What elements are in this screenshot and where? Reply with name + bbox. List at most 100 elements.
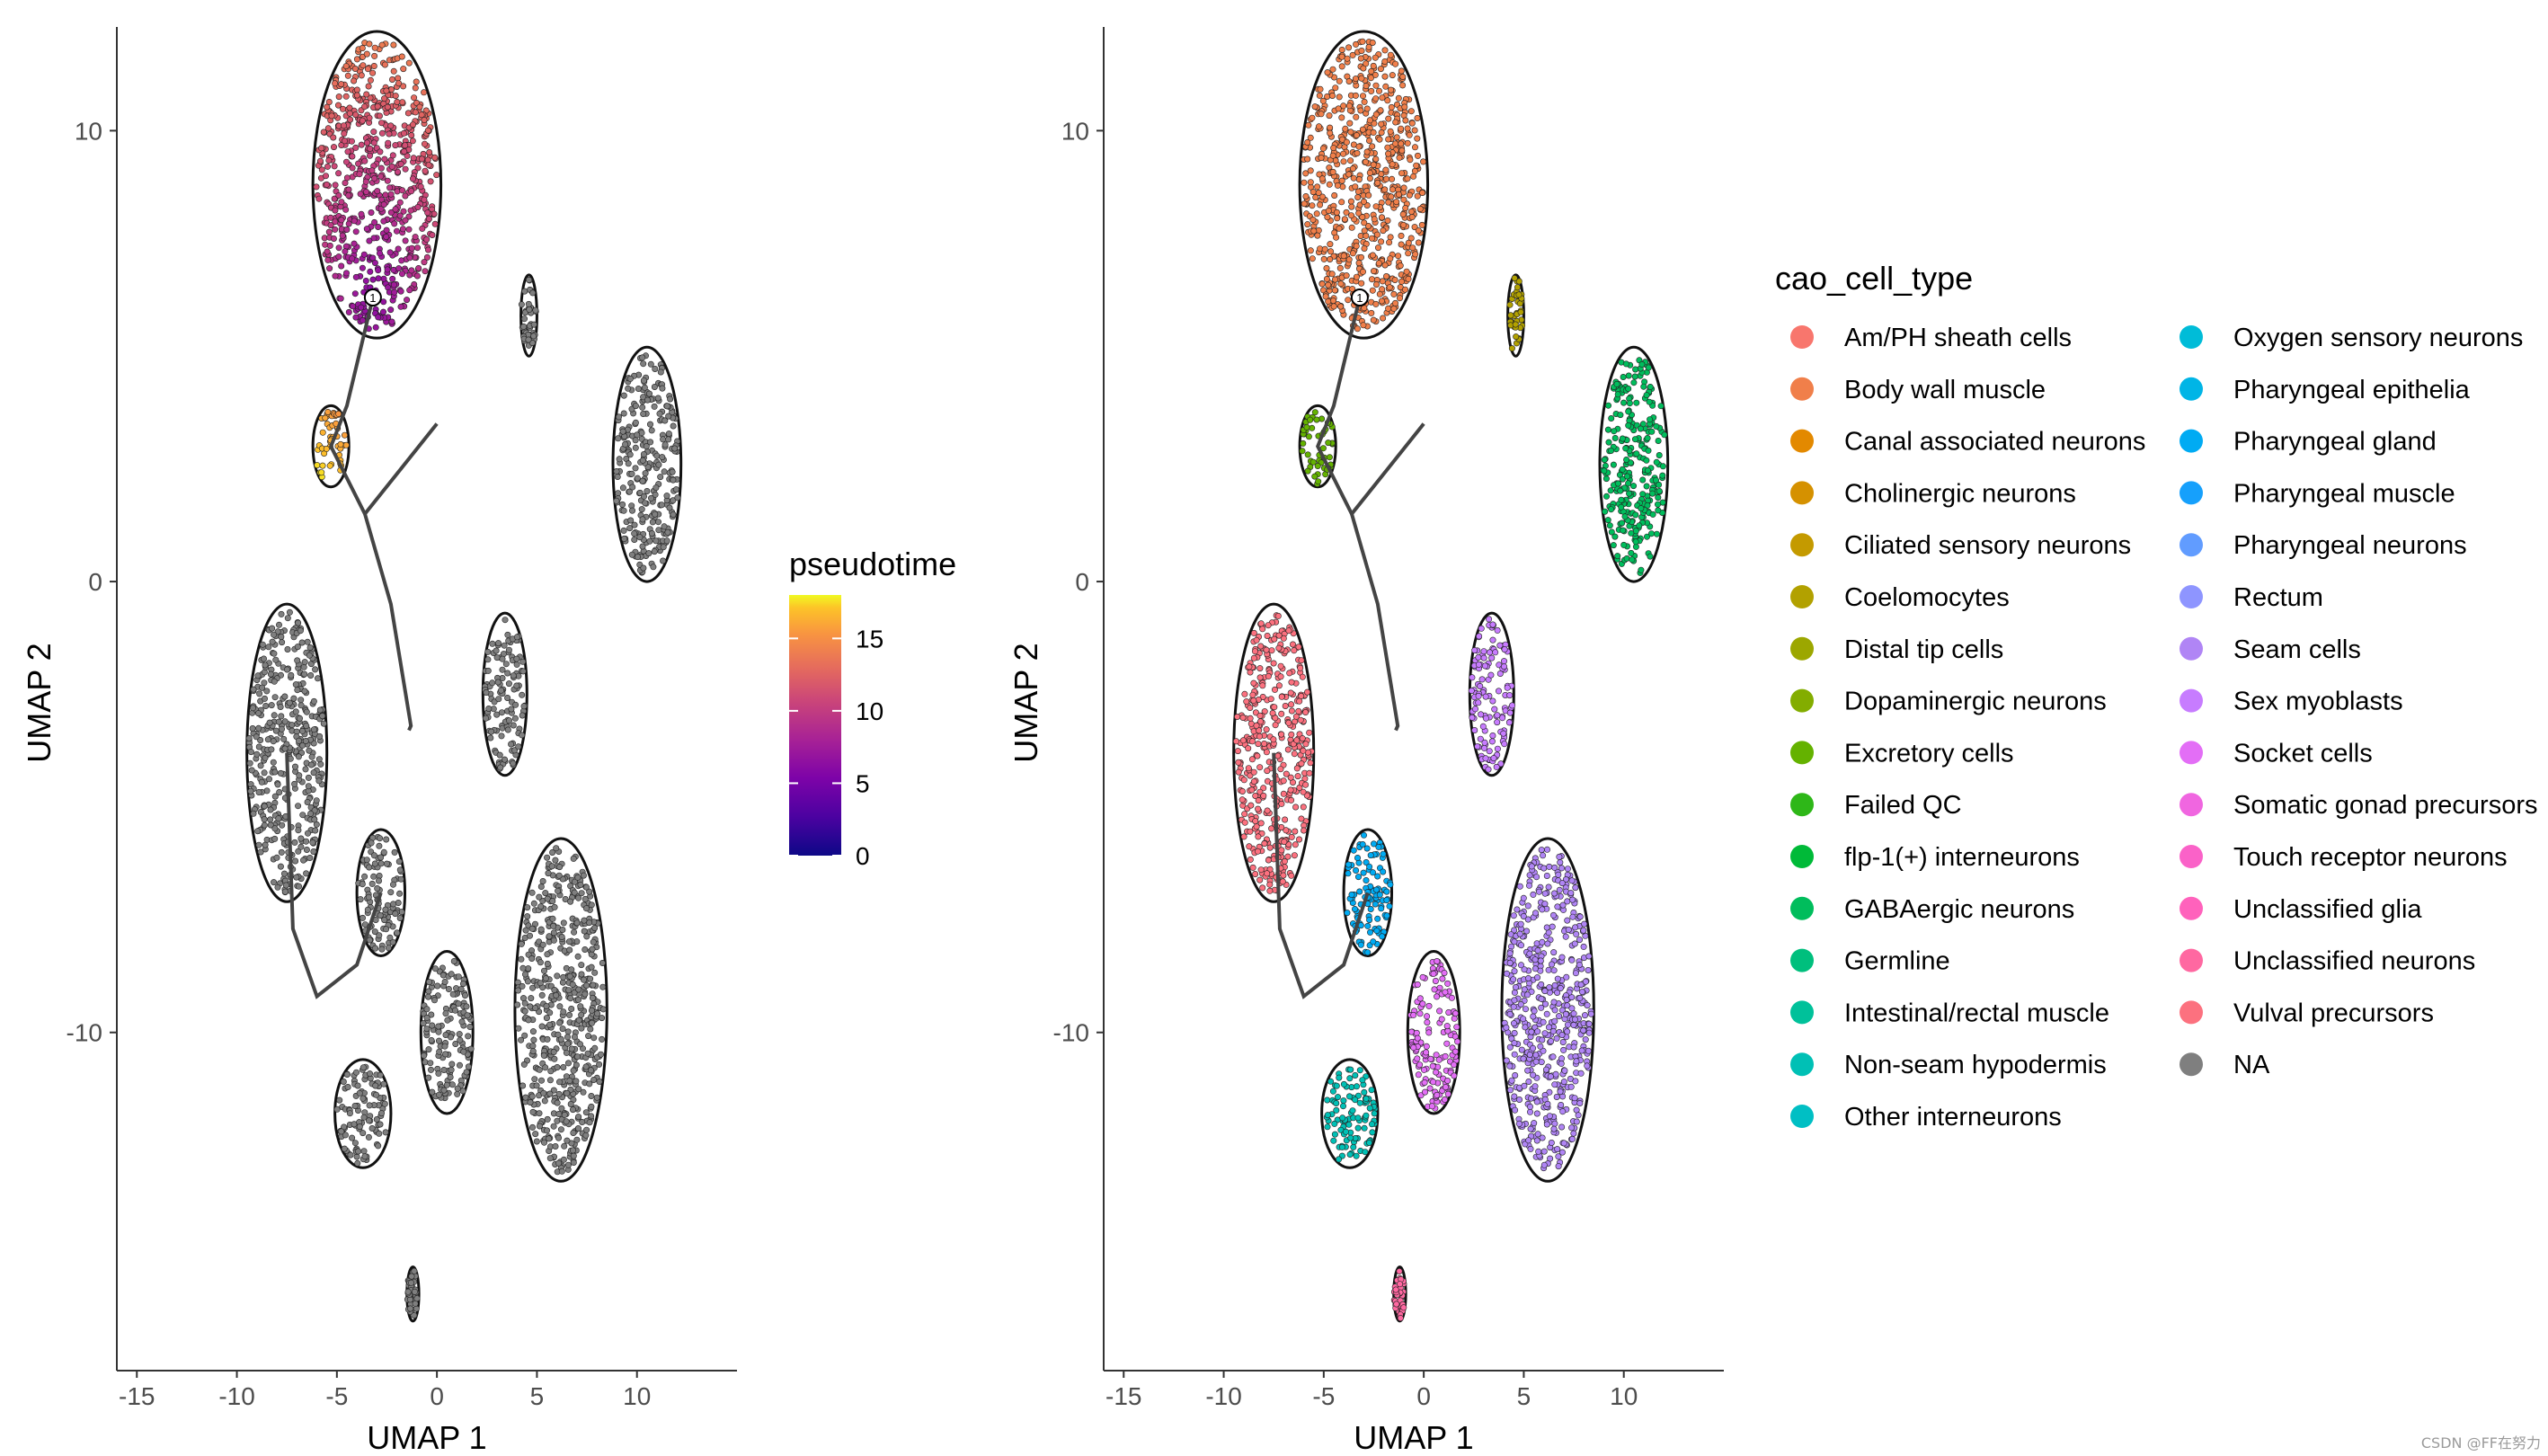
cell-point (558, 934, 565, 941)
cell-point (636, 489, 644, 496)
cell-point (1543, 1121, 1550, 1128)
cell-point (394, 188, 401, 195)
cell-point (1622, 445, 1629, 452)
cell-point (1550, 1125, 1558, 1132)
cell-point (1305, 121, 1312, 129)
cell-point (436, 1048, 443, 1055)
cell-point (260, 655, 267, 662)
cell-point (435, 1028, 442, 1035)
cell-point (1370, 869, 1377, 876)
colorbar-tick-label: 15 (856, 625, 883, 653)
cluster-branch-low (419, 949, 475, 1115)
cell-point (1559, 1007, 1567, 1014)
cell-point (661, 523, 668, 530)
cell-point (404, 1288, 412, 1295)
cell-point (1241, 690, 1248, 697)
cell-point (1266, 844, 1274, 851)
cell-point (1359, 1077, 1366, 1084)
cell-point (1287, 689, 1294, 697)
cell-point (1405, 239, 1412, 246)
cell-point (415, 264, 422, 271)
cluster-top-blob (311, 30, 443, 340)
cell-point (1643, 457, 1650, 464)
cell-point (359, 881, 366, 888)
cell-point (1343, 1128, 1350, 1135)
cell-point (1398, 125, 1405, 132)
cell-point (1568, 1135, 1576, 1142)
cell-point (524, 904, 531, 911)
cell-point (1578, 1047, 1585, 1054)
cell-point (561, 1142, 568, 1150)
cell-point (1521, 986, 1528, 993)
cell-point (1329, 152, 1336, 159)
cell-point (1471, 647, 1478, 654)
cell-point (425, 216, 432, 223)
cell-point (631, 530, 638, 537)
cell-point (1617, 487, 1624, 494)
cell-point (505, 717, 512, 724)
cell-point (1252, 648, 1259, 655)
cell-point (1471, 726, 1478, 733)
cell-point (275, 815, 282, 822)
cell-point (465, 1033, 472, 1040)
cell-point (1628, 549, 1635, 556)
colorbar-tick-label: 5 (856, 769, 870, 797)
cell-point (340, 1079, 347, 1086)
cell-point (587, 975, 594, 982)
cell-point (526, 306, 533, 313)
cell-point (519, 712, 526, 719)
cell-point (1569, 896, 1576, 903)
cell-point (298, 639, 306, 646)
cell-point (1653, 476, 1660, 484)
cell-point (1304, 688, 1311, 696)
cell-point (1577, 981, 1585, 989)
cell-point (515, 743, 522, 750)
cell-point (1618, 496, 1625, 503)
cell-point (440, 1067, 448, 1074)
cell-point (1639, 491, 1647, 498)
cell-point (559, 927, 566, 934)
cell-point (1309, 424, 1316, 431)
cell-point (667, 395, 674, 403)
cell-point (1358, 253, 1365, 261)
cell-point (1297, 716, 1304, 724)
cell-point (654, 519, 661, 526)
cell-point (1320, 255, 1327, 262)
cell-point (1527, 1125, 1534, 1132)
cell-point (262, 661, 269, 669)
cell-point (1540, 1018, 1547, 1025)
cell-point (1255, 797, 1262, 804)
cell-point (1407, 235, 1415, 242)
cell-point (570, 855, 577, 862)
cell-point (406, 254, 413, 262)
cell-point (1333, 209, 1340, 216)
cell-point (1520, 1055, 1527, 1062)
cell-point (347, 1151, 354, 1159)
cell-point (422, 268, 429, 275)
cell-point (1357, 941, 1364, 948)
cell-point (249, 705, 256, 712)
cell-point (590, 938, 597, 946)
cell-point (499, 655, 506, 662)
cell-point (596, 1061, 603, 1068)
cell-point (660, 557, 667, 564)
cell-point (505, 646, 512, 653)
cell-point (271, 631, 278, 638)
cell-point (1603, 493, 1611, 500)
cell-point (1352, 1072, 1359, 1079)
cell-point (319, 429, 326, 436)
cell-point (498, 732, 505, 740)
cell-point (582, 1063, 590, 1070)
cell-point (1489, 732, 1496, 739)
cell-point (1350, 847, 1357, 854)
cell-point (1653, 458, 1660, 466)
cell-point (1611, 434, 1619, 441)
cell-point (377, 835, 384, 842)
cell-point (1526, 882, 1533, 889)
cell-point (1376, 290, 1383, 297)
cell-point (1283, 770, 1290, 777)
cell-point (575, 1086, 582, 1093)
cell-point (1649, 490, 1656, 497)
cell-point (295, 848, 302, 855)
cell-point (363, 50, 370, 58)
